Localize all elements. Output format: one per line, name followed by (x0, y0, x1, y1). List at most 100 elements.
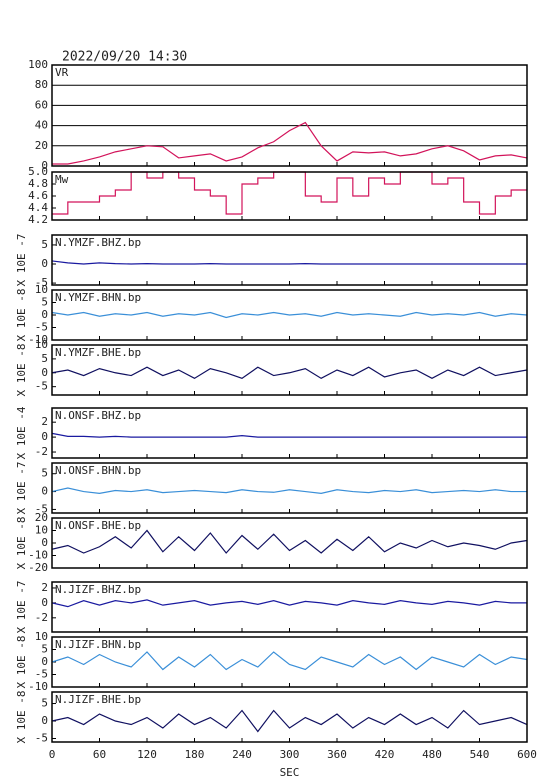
y-tick-label: 10 (35, 630, 48, 643)
y-tick-label: 5.0 (28, 165, 48, 178)
data-line (51, 529, 528, 554)
y-axis-label: X 10E -7 (15, 581, 28, 634)
y-tick-label: -10 (28, 680, 48, 693)
y-tick-label: 2 (41, 581, 48, 594)
panel-label: N.YMZF.BHZ.bp (55, 236, 141, 249)
panel-frame (51, 234, 528, 286)
y-tick-label: 5 (41, 352, 48, 365)
x-axis-label: SEC (280, 766, 300, 779)
panel-frame (51, 64, 528, 167)
x-tick-label: 480 (422, 748, 442, 761)
y-tick-label: -5 (35, 732, 48, 745)
y-tick-label: 0 (41, 714, 48, 727)
y-tick-label: -10 (28, 549, 48, 562)
y-tick-label: 10 (35, 338, 48, 351)
y-tick-label: 0 (41, 596, 48, 609)
y-tick-label: -5 (35, 668, 48, 681)
x-tick-label: 60 (93, 748, 106, 761)
x-tick-label: 120 (137, 748, 157, 761)
y-tick-label: 5 (41, 296, 48, 309)
y-axis-label: X 10E -4 (15, 406, 28, 459)
y-tick-label: -2 (35, 611, 48, 624)
x-tick-label: 240 (232, 748, 252, 761)
y-tick-label: 0 (41, 485, 48, 498)
y-tick-label: 4.2 (28, 213, 48, 226)
y-tick-label: 4.6 (28, 189, 48, 202)
y-tick-label: 20 (35, 139, 48, 152)
data-line (51, 487, 527, 494)
y-tick-label: 100 (28, 58, 48, 71)
y-tick-label: -5 (35, 380, 48, 393)
panel-label: N.JIZF.BHN.bp (55, 638, 141, 651)
panel-label: N.YMZF.BHE.bp (55, 346, 141, 359)
panel-frame (51, 344, 528, 396)
panel-label: N.ONSF.BHN.bp (55, 464, 141, 477)
y-axis-label: X 10E -8 (15, 691, 28, 744)
panel-frame (51, 581, 528, 633)
panel-label: N.ONSF.BHZ.bp (55, 409, 141, 422)
data-line (52, 171, 527, 215)
y-tick-label: 0 (41, 257, 48, 270)
y-axis-label: X 10E -8 (15, 636, 28, 689)
x-tick-label: 540 (470, 748, 490, 761)
y-tick-label: 20 (35, 511, 48, 524)
panel-frame (51, 636, 528, 688)
panel-frame (51, 462, 528, 514)
data-line (51, 651, 528, 671)
y-tick-label: -5 (35, 276, 48, 289)
y-tick-label: 60 (35, 98, 48, 111)
y-tick-label: 0 (41, 308, 48, 321)
x-tick-label: 0 (49, 748, 56, 761)
y-tick-label: -2 (35, 445, 48, 458)
y-tick-label: 5 (41, 643, 48, 656)
y-tick-label: 4.8 (28, 177, 48, 190)
panel-label: N.YMZF.BHN.bp (55, 291, 141, 304)
y-tick-label: 0 (41, 655, 48, 668)
x-tick-label: 420 (375, 748, 395, 761)
data-line (51, 260, 527, 265)
chart-title: 2022/09/20 14:30 (62, 50, 187, 65)
y-axis-label: X 10E -7 (15, 234, 28, 287)
panel-frame (51, 517, 528, 569)
data-line (51, 709, 528, 733)
y-axis-label: X 10E -8 (15, 517, 28, 570)
y-tick-label: 0 (41, 430, 48, 443)
y-axis-label: X 10E -8 (15, 344, 28, 397)
panel-frame (51, 171, 528, 221)
panel-label: N.JIZF.BHZ.bp (55, 583, 141, 596)
y-tick-label: -5 (35, 502, 48, 515)
panel-frame (51, 289, 528, 341)
y-tick-label: 80 (35, 78, 48, 91)
y-tick-label: 5 (41, 467, 48, 480)
x-tick-label: 300 (280, 748, 300, 761)
panel-frame (51, 691, 528, 743)
y-tick-label: 2 (41, 415, 48, 428)
data-line (51, 599, 527, 608)
y-tick-label: 10 (35, 283, 48, 296)
x-tick-label: 180 (185, 748, 205, 761)
y-tick-label: 0 (41, 536, 48, 549)
panel-label: N.JIZF.BHE.bp (55, 693, 141, 706)
panel-label: VR (55, 66, 69, 79)
y-tick-label: 0 (41, 366, 48, 379)
y-axis-label: X 10E -8 (15, 289, 28, 342)
data-line (51, 311, 528, 319)
panel-label: Mw (55, 173, 69, 186)
x-tick-label: 600 (517, 748, 537, 761)
y-tick-label: 40 (35, 119, 48, 132)
y-tick-label: -5 (35, 321, 48, 334)
y-tick-label: -20 (28, 561, 48, 574)
y-tick-label: 10 (35, 524, 48, 537)
x-tick-label: 360 (327, 748, 347, 761)
data-line (51, 432, 527, 438)
y-axis-label: X 10E -7 (15, 462, 28, 515)
y-tick-label: 0 (41, 159, 48, 172)
panel-frame (51, 407, 528, 459)
data-line (52, 121, 528, 165)
panel-label: N.ONSF.BHE.bp (55, 519, 141, 532)
y-tick-label: 5 (41, 697, 48, 710)
y-tick-label: 5 (41, 238, 48, 251)
y-tick-label: -10 (28, 333, 48, 346)
data-line (51, 366, 528, 380)
